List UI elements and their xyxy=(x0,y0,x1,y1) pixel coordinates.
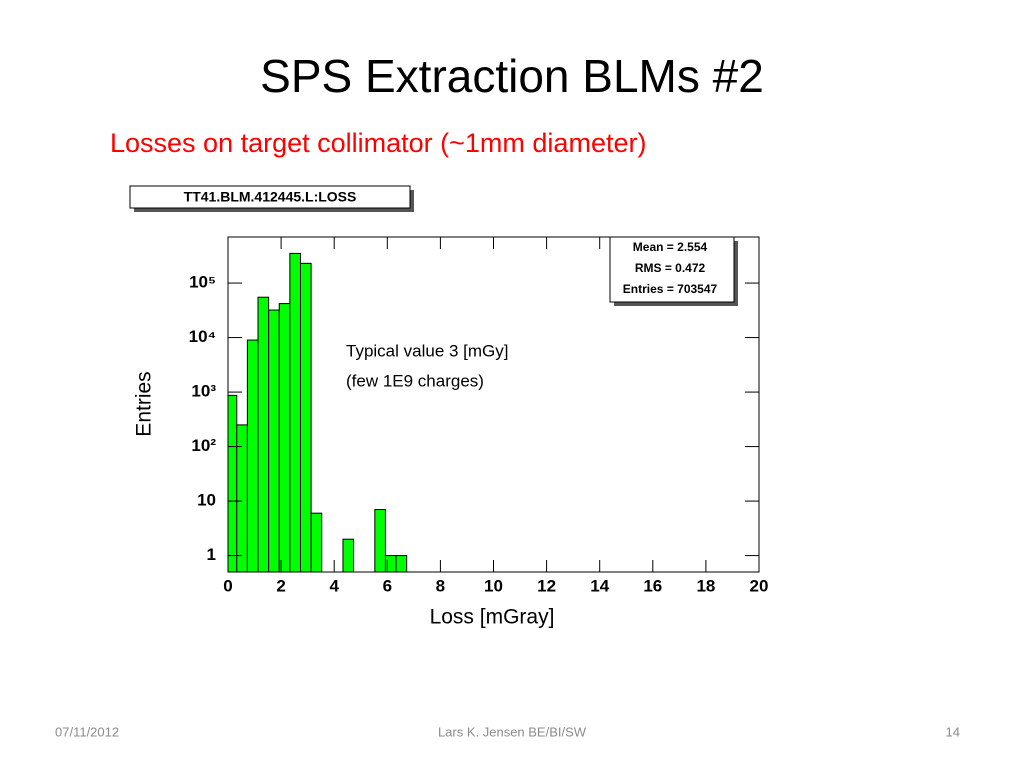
slide-title: SPS Extraction BLMs #2 xyxy=(260,50,764,102)
annotation: Typical value 3 [mGy] xyxy=(346,341,509,360)
y-tick-label: 10⁵ xyxy=(189,273,216,292)
bar xyxy=(395,555,408,573)
x-tick-label: 16 xyxy=(643,576,662,595)
name-box xyxy=(129,185,411,209)
bar xyxy=(268,309,280,573)
bar xyxy=(246,339,259,573)
bar xyxy=(374,509,386,573)
x-tick-label: 6 xyxy=(383,576,392,595)
stats-box xyxy=(609,236,735,303)
x-tick-label: 0 xyxy=(223,576,232,595)
bar xyxy=(299,262,312,573)
stat-line: Mean = 2.554 xyxy=(633,240,708,254)
x-tick-label: 10 xyxy=(484,576,503,595)
footer-date: 07/11/2012 xyxy=(55,724,119,739)
x-tick-label: 8 xyxy=(436,576,445,595)
footer-author: Lars K. Jensen BE/BI/SW xyxy=(438,724,587,739)
x-tick-label: 12 xyxy=(537,576,556,595)
x-tick-label: 18 xyxy=(696,576,715,595)
bar xyxy=(227,394,238,573)
y-tick-label: 10³ xyxy=(191,382,216,401)
y-tick-label: 10² xyxy=(191,436,216,455)
stat-line: Entries = 703547 xyxy=(623,282,718,296)
bar xyxy=(289,252,301,573)
annotation: (few 1E9 charges) xyxy=(346,371,484,390)
histogram-name: TT41.BLM.412445.L:LOSS xyxy=(184,189,357,205)
footer-page: 14 xyxy=(946,724,960,739)
y-tick-label: 1 xyxy=(207,545,216,564)
y-tick-label: 10 xyxy=(197,491,216,510)
bar xyxy=(278,303,291,573)
y-axis-label: Entries xyxy=(133,371,156,436)
bar xyxy=(342,538,355,573)
bar xyxy=(310,512,323,573)
slide-subtitle: Losses on target collimator (~1mm diamet… xyxy=(110,128,646,158)
x-axis-label: Loss [mGray] xyxy=(430,606,555,629)
stat-line: RMS = 0.472 xyxy=(635,261,706,275)
y-tick-label: 10⁴ xyxy=(189,327,216,346)
bar xyxy=(257,296,270,573)
x-tick-label: 4 xyxy=(329,576,339,595)
x-tick-label: 20 xyxy=(750,576,769,595)
x-tick-label: 14 xyxy=(590,576,609,595)
x-tick-label: 2 xyxy=(276,576,285,595)
